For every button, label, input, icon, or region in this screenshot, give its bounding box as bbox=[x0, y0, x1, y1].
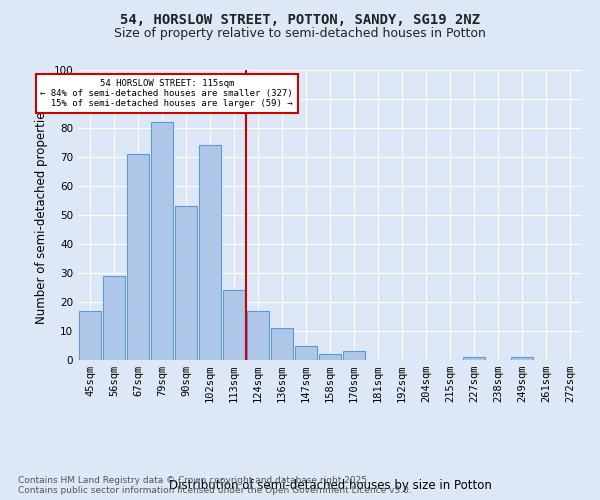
Bar bbox=[199, 146, 221, 360]
Bar bbox=[127, 154, 149, 360]
Bar bbox=[151, 122, 173, 360]
Bar bbox=[175, 206, 197, 360]
Bar bbox=[79, 310, 101, 360]
Bar bbox=[295, 346, 317, 360]
Bar bbox=[319, 354, 341, 360]
Text: 54 HORSLOW STREET: 115sqm
← 84% of semi-detached houses are smaller (327)
  15% : 54 HORSLOW STREET: 115sqm ← 84% of semi-… bbox=[40, 78, 293, 108]
Bar bbox=[511, 357, 533, 360]
Text: Contains HM Land Registry data © Crown copyright and database right 2025.
Contai: Contains HM Land Registry data © Crown c… bbox=[18, 476, 412, 495]
Bar bbox=[343, 352, 365, 360]
X-axis label: Distribution of semi-detached houses by size in Potton: Distribution of semi-detached houses by … bbox=[169, 479, 491, 492]
Bar bbox=[463, 357, 485, 360]
Bar bbox=[271, 328, 293, 360]
Y-axis label: Number of semi-detached properties: Number of semi-detached properties bbox=[35, 106, 48, 324]
Bar bbox=[223, 290, 245, 360]
Text: 54, HORSLOW STREET, POTTON, SANDY, SG19 2NZ: 54, HORSLOW STREET, POTTON, SANDY, SG19 … bbox=[120, 12, 480, 26]
Bar bbox=[103, 276, 125, 360]
Text: Size of property relative to semi-detached houses in Potton: Size of property relative to semi-detach… bbox=[114, 28, 486, 40]
Bar bbox=[247, 310, 269, 360]
